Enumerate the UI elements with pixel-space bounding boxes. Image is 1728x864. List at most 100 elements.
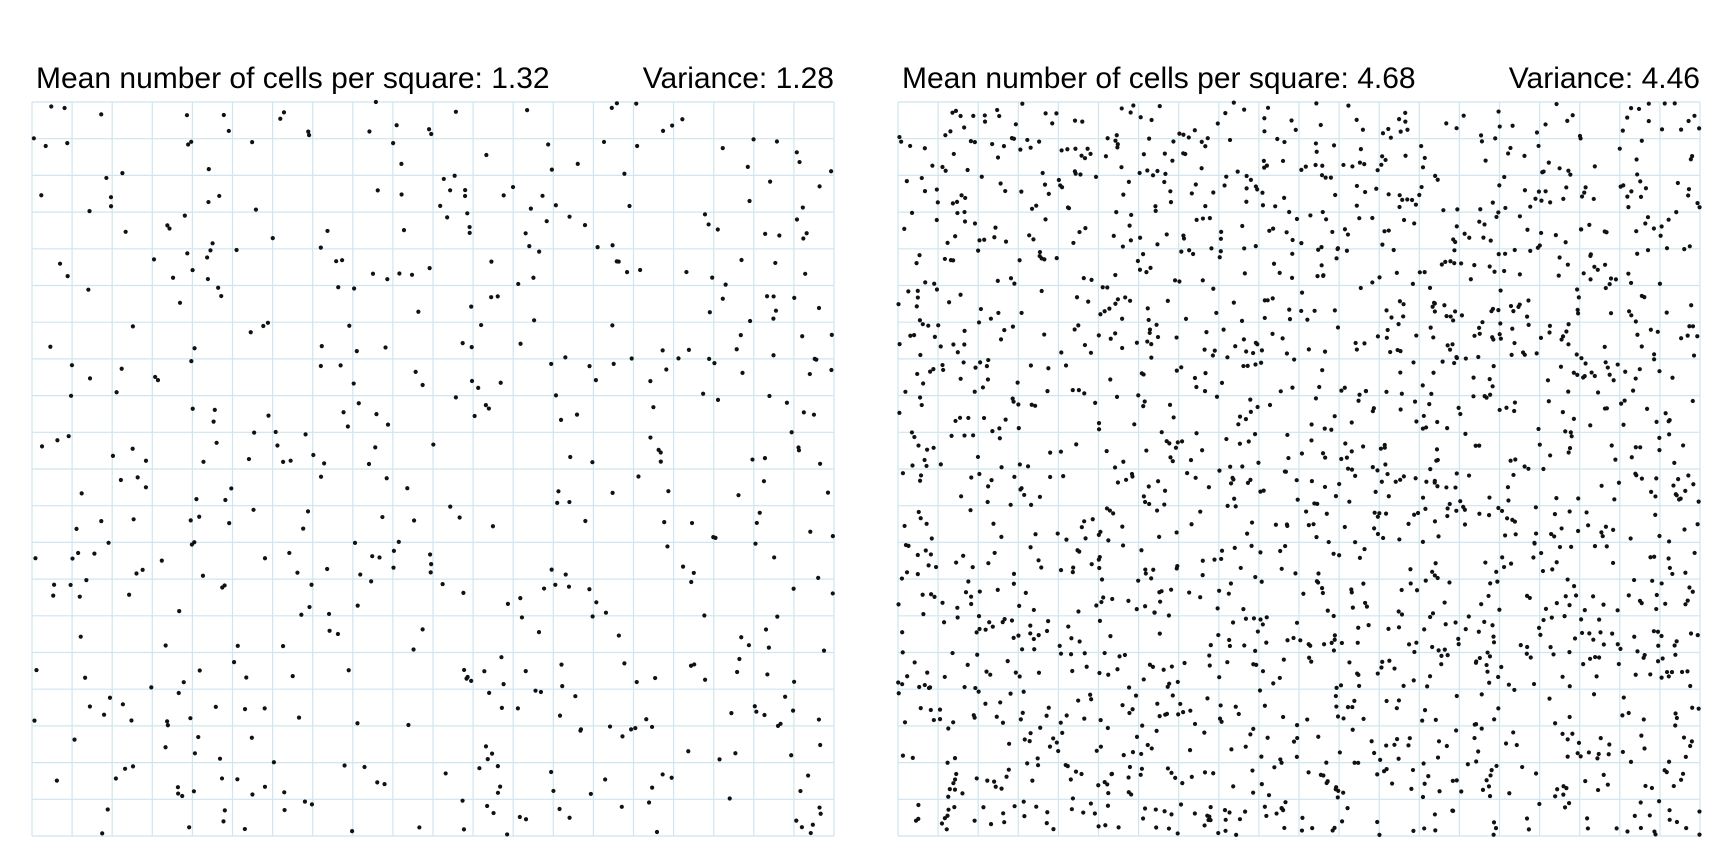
cell-point xyxy=(1625,194,1630,199)
cell-point xyxy=(1433,717,1438,722)
cell-point xyxy=(486,406,491,411)
cell-point xyxy=(1396,117,1402,122)
cell-point xyxy=(1101,595,1106,600)
cell-point xyxy=(1538,632,1543,638)
cell-point xyxy=(1487,680,1492,685)
cell-point xyxy=(622,171,627,176)
cell-point xyxy=(766,645,771,650)
cell-point xyxy=(1545,378,1551,383)
cell-point xyxy=(1397,204,1402,210)
cell-point xyxy=(1347,499,1352,504)
cell-point xyxy=(1292,357,1297,362)
cell-point xyxy=(1670,375,1675,380)
cell-point xyxy=(1219,556,1224,562)
cell-point xyxy=(1002,820,1007,825)
cell-point xyxy=(1685,598,1690,603)
cell-point xyxy=(335,631,341,637)
cell-point xyxy=(1499,664,1504,670)
cell-point xyxy=(906,289,911,294)
cell-point xyxy=(1294,723,1300,728)
cell-point xyxy=(1137,235,1143,240)
cell-point xyxy=(922,682,927,688)
cell-point xyxy=(1056,748,1061,754)
cell-point xyxy=(1127,223,1132,228)
cell-point xyxy=(954,560,959,565)
cell-point xyxy=(1641,655,1646,660)
cell-point xyxy=(194,497,199,502)
cell-point xyxy=(1066,624,1071,629)
cell-point xyxy=(1393,479,1398,484)
cell-point xyxy=(1068,777,1073,782)
cell-point xyxy=(1155,168,1160,174)
cell-point xyxy=(1112,465,1118,470)
cell-point xyxy=(476,385,481,390)
cell-point xyxy=(1163,171,1168,176)
cell-point xyxy=(1633,376,1638,381)
cell-point xyxy=(1341,716,1346,721)
cell-point xyxy=(1411,828,1416,833)
cell-point xyxy=(1129,212,1134,218)
cell-point xyxy=(1621,183,1626,188)
cell-point xyxy=(1275,136,1280,142)
cell-point xyxy=(1506,682,1511,687)
cell-point xyxy=(1456,642,1461,647)
cell-point xyxy=(765,672,770,677)
cell-point xyxy=(165,719,170,724)
cell-point xyxy=(1511,309,1516,314)
cell-point xyxy=(1294,754,1299,759)
cell-point xyxy=(1562,805,1568,810)
cell-point xyxy=(1447,501,1452,507)
cell-point xyxy=(510,184,516,190)
cell-point xyxy=(1637,598,1643,603)
cell-point xyxy=(1383,511,1389,516)
cell-point xyxy=(1207,653,1212,658)
cell-point xyxy=(1207,216,1212,221)
cell-point xyxy=(1114,394,1120,400)
cell-point xyxy=(326,611,332,617)
cell-point xyxy=(1342,227,1348,232)
cell-point xyxy=(1165,766,1171,771)
cell-point xyxy=(1322,349,1328,354)
cell-point xyxy=(1423,425,1429,430)
cell-point xyxy=(1586,750,1591,755)
cell-point xyxy=(1242,246,1247,251)
cell-point xyxy=(1437,789,1442,794)
cell-point xyxy=(1126,685,1132,690)
cell-point xyxy=(1017,674,1022,679)
cell-point xyxy=(814,357,819,362)
cell-point xyxy=(1652,352,1657,357)
cell-point xyxy=(1320,163,1325,168)
cell-point xyxy=(549,167,554,172)
cell-point xyxy=(495,790,501,795)
cell-point xyxy=(1259,348,1265,353)
cell-point xyxy=(1560,410,1565,415)
cell-point xyxy=(817,184,822,189)
cell-point xyxy=(1387,658,1392,663)
cell-point xyxy=(916,443,921,448)
cell-point xyxy=(1546,399,1551,404)
cell-point xyxy=(702,613,707,618)
cell-point xyxy=(1435,177,1440,182)
cell-point xyxy=(1463,356,1468,361)
cell-point xyxy=(515,706,520,711)
cell-point xyxy=(1245,531,1250,536)
cell-point xyxy=(1380,242,1385,247)
cell-point xyxy=(1450,778,1455,783)
cell-point xyxy=(1567,509,1572,514)
cell-point xyxy=(1579,630,1585,636)
cell-point xyxy=(924,447,930,452)
cell-point xyxy=(1671,783,1676,789)
cell-point xyxy=(1287,307,1292,312)
cell-point xyxy=(48,344,53,349)
cell-point xyxy=(1333,494,1339,499)
cell-point xyxy=(1667,432,1672,437)
cell-point xyxy=(799,825,805,830)
cell-point xyxy=(1386,494,1391,499)
cell-point xyxy=(448,504,453,509)
cell-point xyxy=(763,627,769,632)
cell-point xyxy=(1420,426,1425,431)
cell-point xyxy=(100,831,105,836)
cell-point xyxy=(1499,508,1505,514)
cell-point xyxy=(1210,353,1215,358)
cell-point xyxy=(1407,736,1412,741)
